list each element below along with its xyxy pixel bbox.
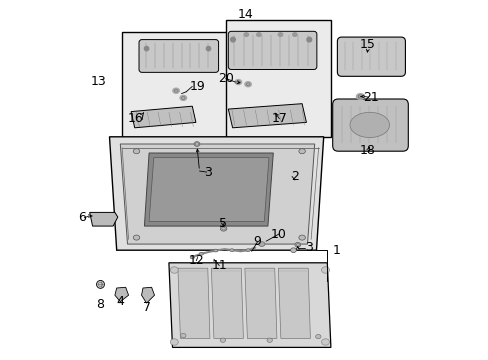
Ellipse shape xyxy=(321,267,329,273)
Polygon shape xyxy=(211,268,243,338)
Text: 11: 11 xyxy=(211,259,227,272)
Polygon shape xyxy=(144,153,273,226)
Text: 17: 17 xyxy=(271,112,287,125)
Ellipse shape xyxy=(315,334,320,339)
Ellipse shape xyxy=(245,249,250,252)
Text: 1: 1 xyxy=(332,244,340,257)
Ellipse shape xyxy=(180,333,185,338)
Ellipse shape xyxy=(199,252,203,255)
FancyBboxPatch shape xyxy=(139,40,218,72)
Polygon shape xyxy=(131,106,196,128)
Ellipse shape xyxy=(96,280,104,288)
Text: 7: 7 xyxy=(143,301,151,314)
Text: 3: 3 xyxy=(203,166,211,179)
Text: 16: 16 xyxy=(128,112,143,125)
Bar xyxy=(122,32,226,137)
Ellipse shape xyxy=(172,88,179,93)
Polygon shape xyxy=(168,263,330,347)
Text: 9: 9 xyxy=(253,235,261,248)
Text: 8: 8 xyxy=(96,298,104,311)
Ellipse shape xyxy=(321,339,329,345)
Ellipse shape xyxy=(170,267,178,273)
Polygon shape xyxy=(109,137,323,250)
Ellipse shape xyxy=(298,235,305,240)
Polygon shape xyxy=(120,144,314,244)
FancyBboxPatch shape xyxy=(228,31,316,69)
Ellipse shape xyxy=(206,46,210,51)
Ellipse shape xyxy=(349,112,389,138)
Polygon shape xyxy=(115,287,128,302)
Ellipse shape xyxy=(170,339,178,345)
Ellipse shape xyxy=(278,33,282,36)
Ellipse shape xyxy=(194,142,200,147)
Polygon shape xyxy=(149,158,268,221)
Ellipse shape xyxy=(220,226,226,231)
Ellipse shape xyxy=(190,256,194,259)
Ellipse shape xyxy=(213,249,218,252)
Polygon shape xyxy=(141,287,154,303)
Polygon shape xyxy=(89,212,118,226)
Ellipse shape xyxy=(356,94,364,99)
Ellipse shape xyxy=(180,95,186,100)
Text: 18: 18 xyxy=(359,144,375,157)
FancyBboxPatch shape xyxy=(337,37,405,76)
Ellipse shape xyxy=(133,149,140,154)
Ellipse shape xyxy=(229,249,234,252)
Text: 12: 12 xyxy=(188,254,203,267)
Text: 3: 3 xyxy=(305,241,313,254)
Text: 19: 19 xyxy=(189,80,205,93)
Ellipse shape xyxy=(244,82,251,87)
Ellipse shape xyxy=(258,242,264,247)
Ellipse shape xyxy=(230,37,235,42)
Text: 6: 6 xyxy=(79,211,86,224)
Bar xyxy=(226,20,330,137)
Text: 13: 13 xyxy=(91,75,106,87)
Polygon shape xyxy=(178,268,209,338)
Ellipse shape xyxy=(294,243,300,247)
Ellipse shape xyxy=(298,149,305,154)
Ellipse shape xyxy=(266,338,272,342)
Text: 10: 10 xyxy=(270,228,286,240)
Ellipse shape xyxy=(220,338,225,342)
Ellipse shape xyxy=(290,248,296,253)
Ellipse shape xyxy=(235,80,241,85)
Ellipse shape xyxy=(306,37,311,42)
Text: 5: 5 xyxy=(219,217,226,230)
Text: 20: 20 xyxy=(217,72,233,85)
Text: 2: 2 xyxy=(290,170,298,183)
Text: 4: 4 xyxy=(116,295,124,308)
Ellipse shape xyxy=(256,33,261,36)
Ellipse shape xyxy=(144,46,148,51)
FancyBboxPatch shape xyxy=(332,99,407,151)
Ellipse shape xyxy=(292,33,296,36)
Polygon shape xyxy=(228,104,306,128)
Text: 14: 14 xyxy=(237,8,253,21)
Polygon shape xyxy=(244,268,276,338)
Text: 21: 21 xyxy=(363,91,378,104)
Polygon shape xyxy=(278,268,310,338)
Ellipse shape xyxy=(244,33,248,36)
Ellipse shape xyxy=(133,235,140,240)
Text: 15: 15 xyxy=(359,38,375,51)
